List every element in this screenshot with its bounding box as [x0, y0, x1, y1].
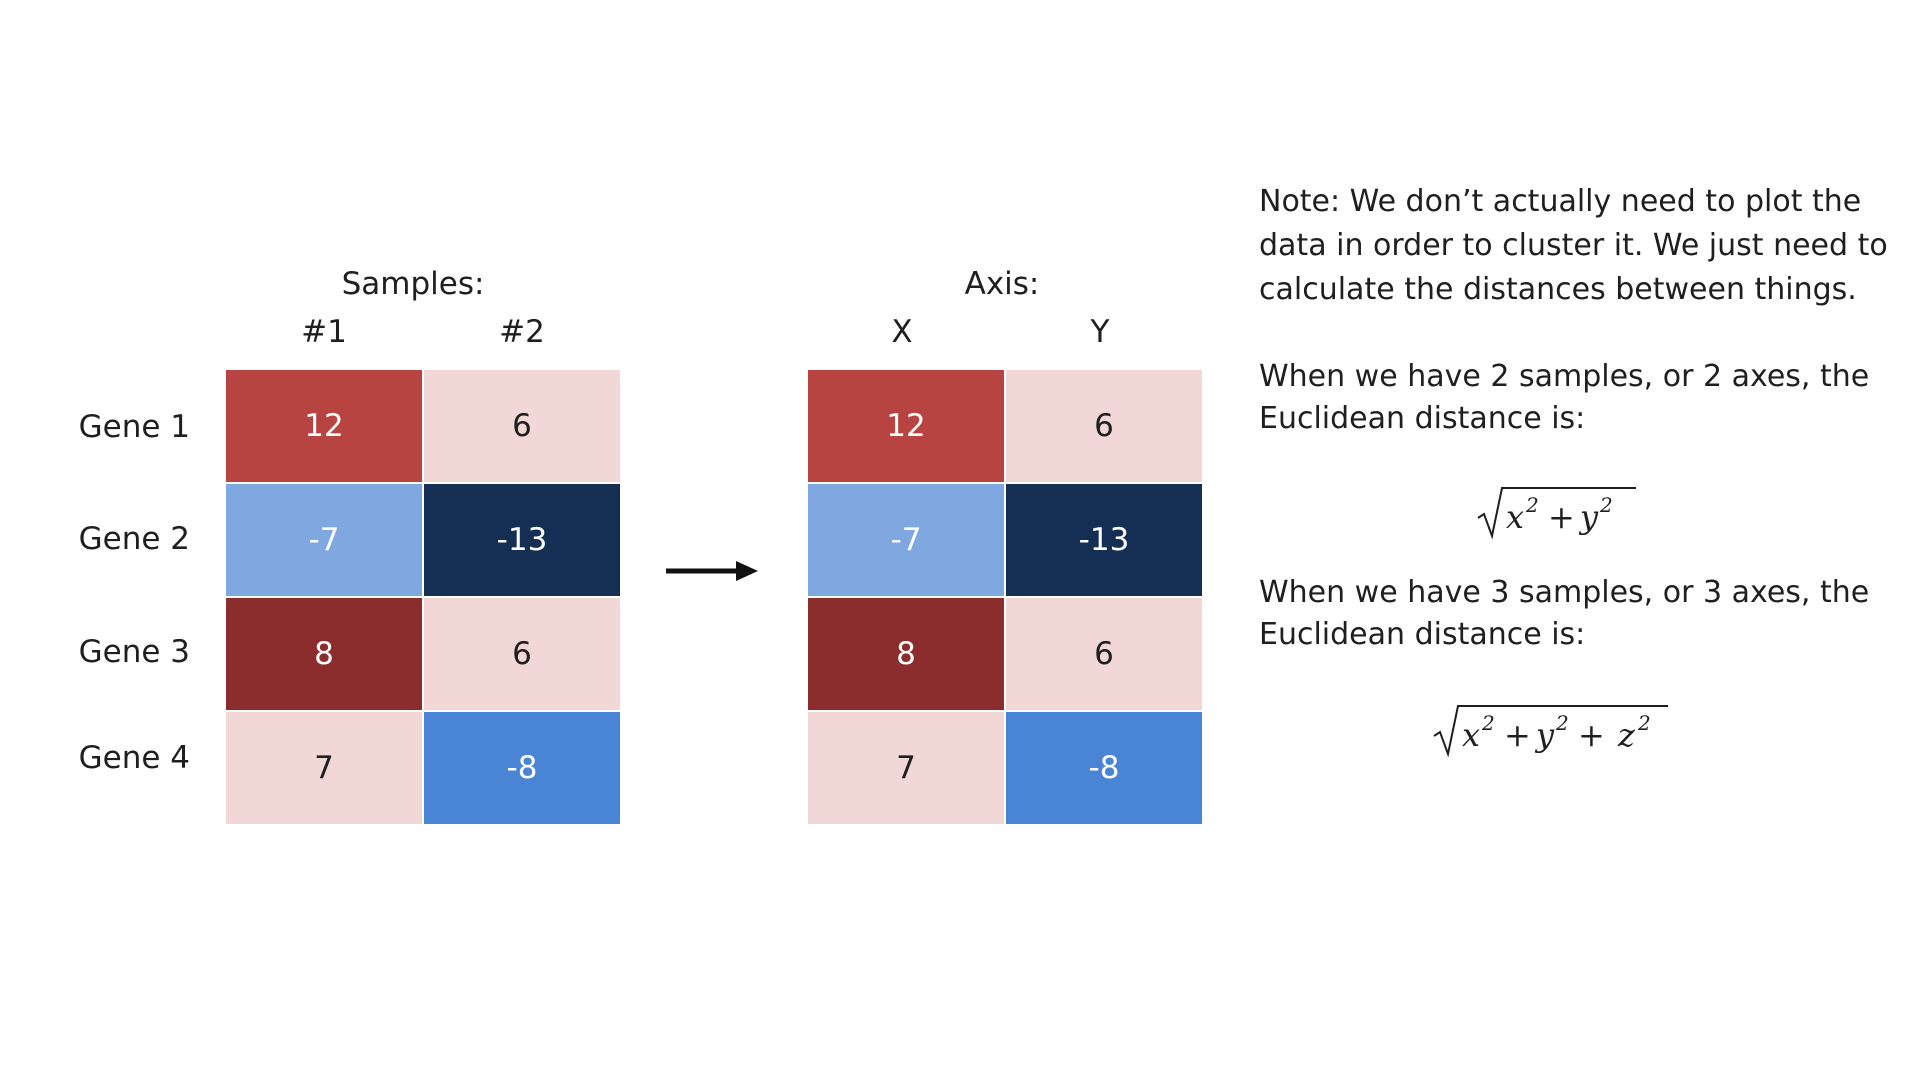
heatmap-cell: -13	[1006, 484, 1202, 596]
right-arrow-icon	[664, 558, 760, 588]
svg-text:2: 2	[1599, 493, 1613, 517]
samples-label: Samples:	[341, 266, 485, 302]
heatmap-cell: 8	[226, 598, 422, 710]
three-axes-text: When we have 3 samples, or 3 axes, the E…	[1259, 575, 1870, 652]
heatmap-cell: 6	[1006, 598, 1202, 710]
svg-text:+: +	[1548, 498, 1575, 536]
heatmap-cell: -13	[424, 484, 620, 596]
row-label-gene-1: Gene 1	[78, 409, 190, 445]
svg-text:2: 2	[1525, 493, 1539, 517]
heatmap-cell: 8	[808, 598, 1004, 710]
axis-heatmap: 12 6 -7 -13 8 6 7 -8	[808, 370, 1202, 824]
two-axes-text: When we have 2 samples, or 2 axes, the E…	[1259, 359, 1870, 436]
svg-text:y: y	[1578, 498, 1599, 536]
row-label-gene-4: Gene 4	[78, 740, 190, 776]
row-label-gene-2: Gene 2	[78, 521, 190, 557]
heatmap-cell: 12	[808, 370, 1004, 482]
column-header-sample-1: #1	[301, 314, 347, 350]
heatmap-cell: 6	[1006, 370, 1202, 482]
svg-text:2: 2	[1637, 711, 1651, 735]
svg-text:+: +	[1578, 716, 1605, 754]
svg-text:2: 2	[1481, 711, 1495, 735]
heatmap-cell: 12	[226, 370, 422, 482]
heatmap-cell: 6	[424, 598, 620, 710]
column-header-y: Y	[1090, 314, 1110, 350]
svg-text:x: x	[1506, 498, 1524, 536]
svg-text:z: z	[1617, 716, 1636, 754]
heatmap-cell: 6	[424, 370, 620, 482]
two-axes-formula: x 2 + y 2	[1476, 484, 1636, 549]
row-label-gene-3: Gene 3	[78, 634, 190, 670]
heatmap-cell: -7	[808, 484, 1004, 596]
svg-text:x: x	[1462, 716, 1480, 754]
three-axes-formula: x 2 + y 2 + z 2	[1432, 702, 1672, 767]
samples-heatmap: 12 6 -7 -13 8 6 7 -8	[226, 370, 620, 824]
svg-text:2: 2	[1555, 711, 1569, 735]
heatmap-cell: 7	[808, 712, 1004, 824]
heatmap-cell: 7	[226, 712, 422, 824]
heatmap-cell: -7	[226, 484, 422, 596]
column-header-x: X	[891, 314, 913, 350]
clustering-note: Note: We don’t actually need to plot the…	[1259, 184, 1888, 307]
column-header-sample-2: #2	[499, 314, 545, 350]
svg-text:+: +	[1504, 716, 1531, 754]
svg-text:y: y	[1534, 716, 1555, 754]
heatmap-cell: -8	[1006, 712, 1202, 824]
heatmap-cell: -8	[424, 712, 620, 824]
axis-label: Axis:	[964, 266, 1040, 302]
